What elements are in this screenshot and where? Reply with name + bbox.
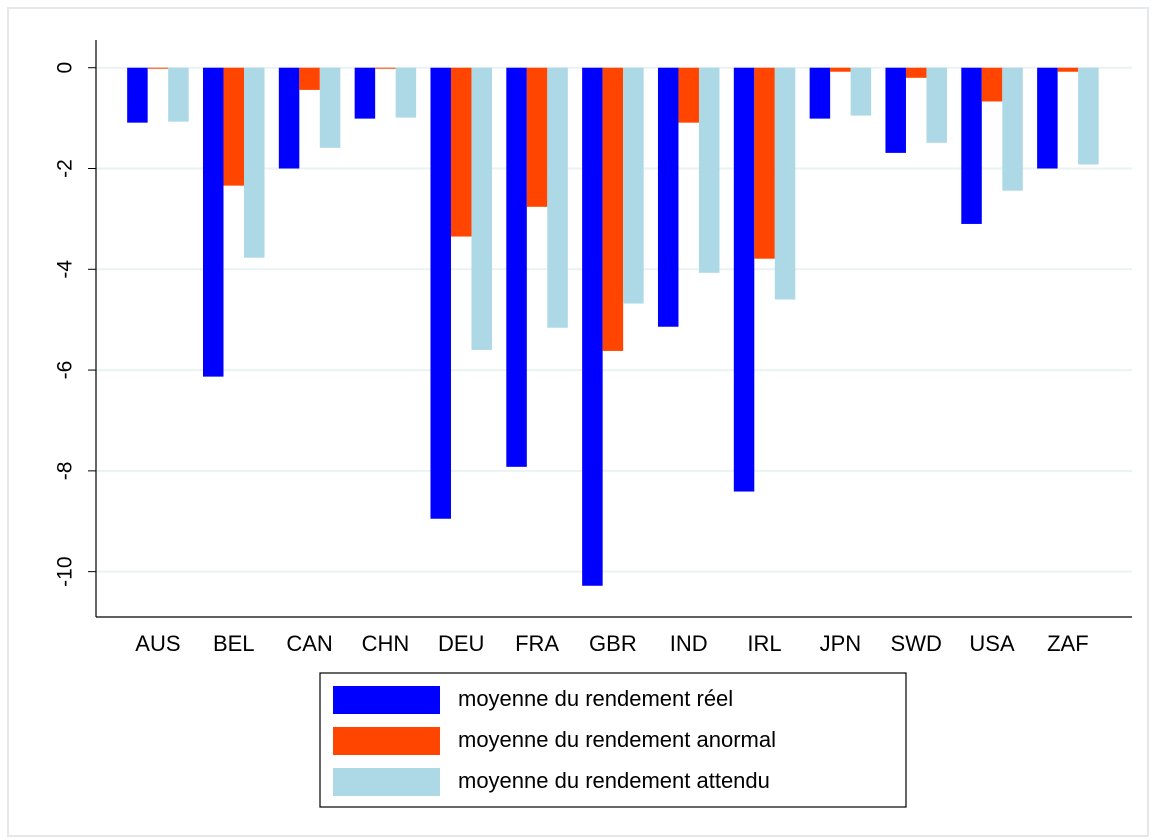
bar <box>450 67 472 237</box>
bar <box>1037 67 1058 169</box>
bar <box>202 67 224 377</box>
bar <box>582 67 603 586</box>
bar <box>430 67 451 519</box>
bar <box>395 67 417 118</box>
x-tick-label: GBR <box>589 631 637 656</box>
y-tick-label: -4 <box>54 260 77 279</box>
y-tick-label: -2 <box>54 159 77 178</box>
bar <box>354 67 376 119</box>
bar <box>774 67 796 300</box>
legend-swatch <box>333 727 440 755</box>
bar <box>733 67 755 492</box>
bar <box>602 67 624 351</box>
bar <box>471 67 492 350</box>
bar <box>319 67 341 148</box>
x-tick-label: CHN <box>362 631 410 656</box>
legend-swatch <box>333 686 440 714</box>
bar <box>1002 67 1023 191</box>
legend-label: moyenne du rendement anormal <box>458 727 776 752</box>
x-tick-label: JPN <box>820 631 862 656</box>
bar <box>168 67 189 122</box>
bar <box>547 67 568 328</box>
bar <box>278 67 300 169</box>
bar <box>809 67 831 119</box>
bar <box>526 67 548 207</box>
x-tick-label: FRA <box>515 631 559 656</box>
y-tick-label: -6 <box>54 361 77 380</box>
x-tick-label: ZAF <box>1047 631 1089 656</box>
legend-swatch <box>333 768 440 796</box>
bar <box>299 67 320 90</box>
x-tick-label: BEL <box>213 631 255 656</box>
x-tick-label: IRL <box>747 631 781 656</box>
bar <box>830 67 851 72</box>
bar <box>1057 67 1079 72</box>
bar <box>905 67 927 78</box>
bar <box>698 67 720 273</box>
x-tick-label: CAN <box>286 631 332 656</box>
bar <box>850 67 872 116</box>
bar <box>678 67 699 123</box>
bar <box>981 67 1003 102</box>
x-tick-label: AUS <box>135 631 180 656</box>
bar <box>1078 67 1099 165</box>
bar <box>375 67 396 69</box>
bar <box>961 67 982 224</box>
x-tick-label: SWD <box>891 631 942 656</box>
bar <box>223 67 244 186</box>
bar <box>623 67 644 304</box>
bar <box>754 67 775 259</box>
y-tick-label: -10 <box>54 556 77 586</box>
bar <box>506 67 527 467</box>
y-tick-label: 0 <box>54 62 77 74</box>
bar <box>127 67 148 123</box>
x-tick-label: USA <box>969 631 1015 656</box>
bar <box>147 67 169 69</box>
x-tick-label: IND <box>670 631 708 656</box>
y-tick-label: -8 <box>54 462 77 481</box>
legend-label: moyenne du rendement réel <box>458 686 733 711</box>
bar <box>243 67 265 258</box>
x-tick-label: DEU <box>438 631 484 656</box>
bar <box>926 67 947 143</box>
bar <box>657 67 679 327</box>
legend-label: moyenne du rendement attendu <box>458 768 770 793</box>
bar <box>885 67 906 153</box>
